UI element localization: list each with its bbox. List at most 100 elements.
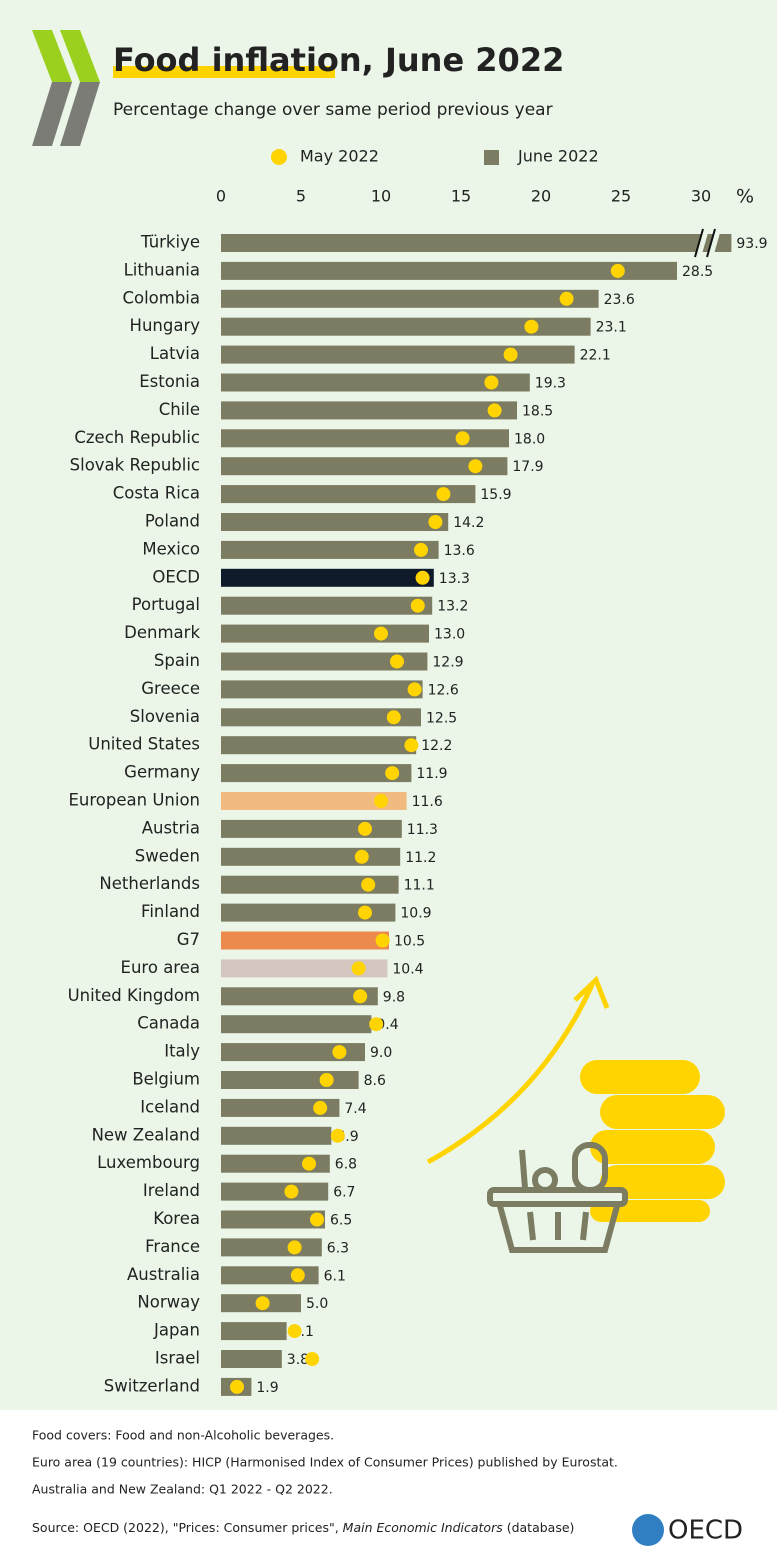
value-label: 22.1 [580,348,611,364]
value-label: 12.5 [426,710,457,726]
logo-chevron [32,82,72,146]
y-tick-label: Korea [153,1209,200,1228]
bar [221,764,412,783]
dot [330,1128,345,1143]
dot [319,1073,334,1087]
value-label: 11.6 [412,794,443,810]
y-tick-label: Belgium [132,1070,200,1089]
value-label: 13.2 [437,599,468,615]
value-label: 8.6 [364,1073,386,1089]
y-tick-label: Czech Republic [74,428,200,447]
bar [221,1350,282,1368]
chart-subtitle: Percentage change over same period previ… [113,100,553,120]
value-label: 1.9 [256,1380,278,1396]
bar [221,847,401,866]
bar [221,317,591,336]
x-tick-label: 30 [691,187,711,206]
source-part: Source: OECD (2022), "Prices: Consumer p… [32,1520,343,1535]
dot [468,459,483,474]
value-label: 12.6 [428,682,459,698]
dot [428,515,443,529]
dot [374,626,388,641]
y-tick-label: Euro area [121,958,200,977]
legend-swatch [484,150,499,165]
value-label: 6.3 [327,1240,349,1256]
value-label: 18.0 [514,431,545,447]
source-part: Main Economic Indicators [343,1520,504,1535]
dot [436,487,451,502]
value-label: 9.8 [383,989,405,1005]
illustration [426,975,725,1253]
y-tick-label: Latvia [150,344,200,363]
value-label: 6.7 [333,1185,355,1201]
y-tick-label: Estonia [139,372,200,391]
source-part: (database) [503,1520,575,1535]
note: Euro area (19 countries): HICP (Harmonis… [32,1455,618,1470]
value-label: 15.9 [480,487,511,503]
dot [559,291,574,306]
y-tick-label: Ireland [143,1181,200,1200]
dot [404,738,419,753]
value-label: 6.1 [324,1268,346,1284]
bar [221,1238,322,1257]
dot [305,1352,320,1366]
note: Australia and New Zealand: Q1 2022 - Q2 … [32,1482,333,1497]
value-label: 10.9 [400,906,431,922]
legend-label: June 2022 [517,147,599,166]
bar [221,1210,325,1229]
dot [310,1212,324,1227]
bar [221,289,599,308]
logo-chevron [32,30,72,82]
dot [230,1379,244,1394]
dot [455,431,470,446]
dot [410,598,425,613]
bar [221,736,417,755]
bar [221,1154,330,1173]
value-label: 10.5 [394,934,425,950]
y-tick-label: G7 [177,930,200,949]
dot [287,1324,302,1339]
coins [580,1060,725,1222]
x-tick-label: 20 [531,187,551,206]
bar [221,819,402,838]
value-label: 13.3 [439,571,470,587]
bar [221,875,399,894]
dot [313,1100,328,1115]
y-tick-label: Finland [141,902,200,921]
y-tick-label: Iceland [140,1097,200,1116]
y-tick-label: Australia [127,1265,200,1284]
dot [332,1045,347,1060]
y-tick-label: Costa Rica [113,484,200,503]
bar [221,708,421,727]
x-tick-label: 15 [451,187,471,206]
y-tick-label: Hungary [130,316,201,335]
oecd-logo-text: OECD [668,1516,743,1546]
bar [221,401,517,420]
dot [354,849,369,864]
dot [414,542,428,557]
dot [255,1296,270,1311]
y-tick-label: United Kingdom [68,986,200,1005]
value-label: 13.0 [434,627,465,643]
y-tick-label: Türkiye [140,233,200,252]
bar [221,261,677,280]
legend-label: May 2022 [300,147,379,166]
x-tick-label: 25 [611,187,631,206]
bar [221,1182,329,1201]
y-tick-label: Poland [145,512,200,531]
axis-break-gap [707,228,721,258]
bar [221,1071,359,1089]
value-label: 14.2 [453,515,484,531]
y-tick-label: Sweden [135,846,200,865]
value-label: 11.3 [407,822,438,838]
dot [524,319,539,334]
bar [221,987,378,1006]
bar [221,540,439,559]
value-label: 12.9 [432,655,463,671]
bar [221,624,429,643]
title-highlight [113,66,335,78]
bar [221,1015,372,1034]
logo-chevron [60,82,100,146]
